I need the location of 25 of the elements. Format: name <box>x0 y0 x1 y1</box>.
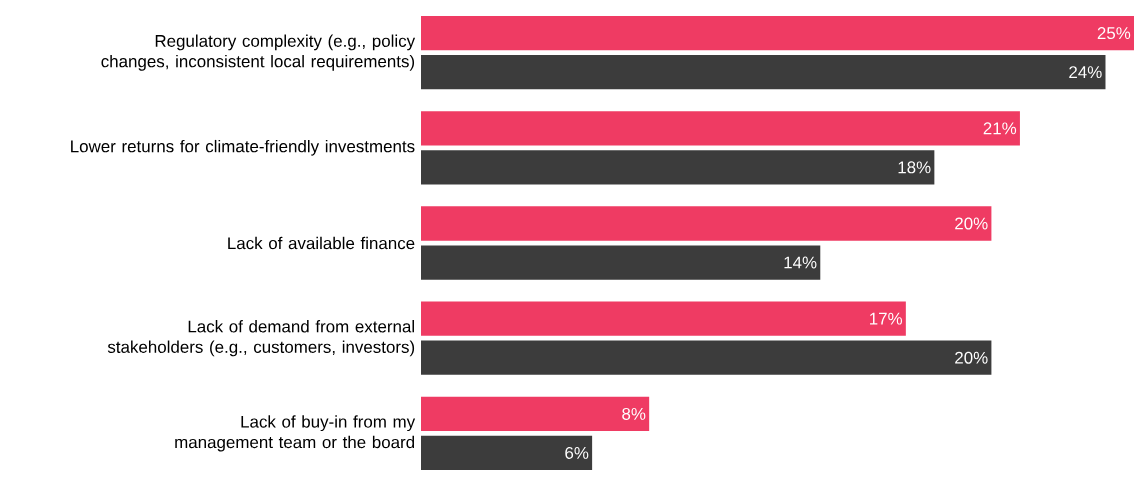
data-label: 6% <box>565 446 589 459</box>
bar <box>421 245 821 280</box>
data-label: 20% <box>955 217 988 230</box>
bar <box>421 111 1020 146</box>
data-label: 25% <box>1097 27 1131 40</box>
bar <box>421 206 992 241</box>
bar <box>421 340 992 375</box>
bar <box>421 435 593 471</box>
y-tick-label: Lack of buy-in from my management team or the board <box>175 415 416 452</box>
data-label: 24% <box>1069 66 1102 79</box>
bar <box>421 15 1134 51</box>
y-tick-label: Regulatory complexity (e.g., policy changes, inconsistent local requirements) <box>101 34 416 71</box>
bar <box>421 150 935 185</box>
data-label: 18% <box>898 161 931 174</box>
data-label: 21% <box>983 122 1017 135</box>
data-label: 14% <box>784 256 817 269</box>
data-label: 17% <box>870 312 903 325</box>
y-tick-label: Lack of demand from external stakeholders (e.g., customers, investors) <box>107 320 415 357</box>
y-tick-label: Lower returns for climate-friendly investments <box>71 139 415 156</box>
bar <box>421 396 650 432</box>
bar <box>421 301 906 336</box>
data-label: 20% <box>955 351 988 364</box>
bar <box>421 54 1106 90</box>
y-tick-label: Lack of available finance <box>228 236 415 250</box>
data-label: 8% <box>622 407 646 420</box>
